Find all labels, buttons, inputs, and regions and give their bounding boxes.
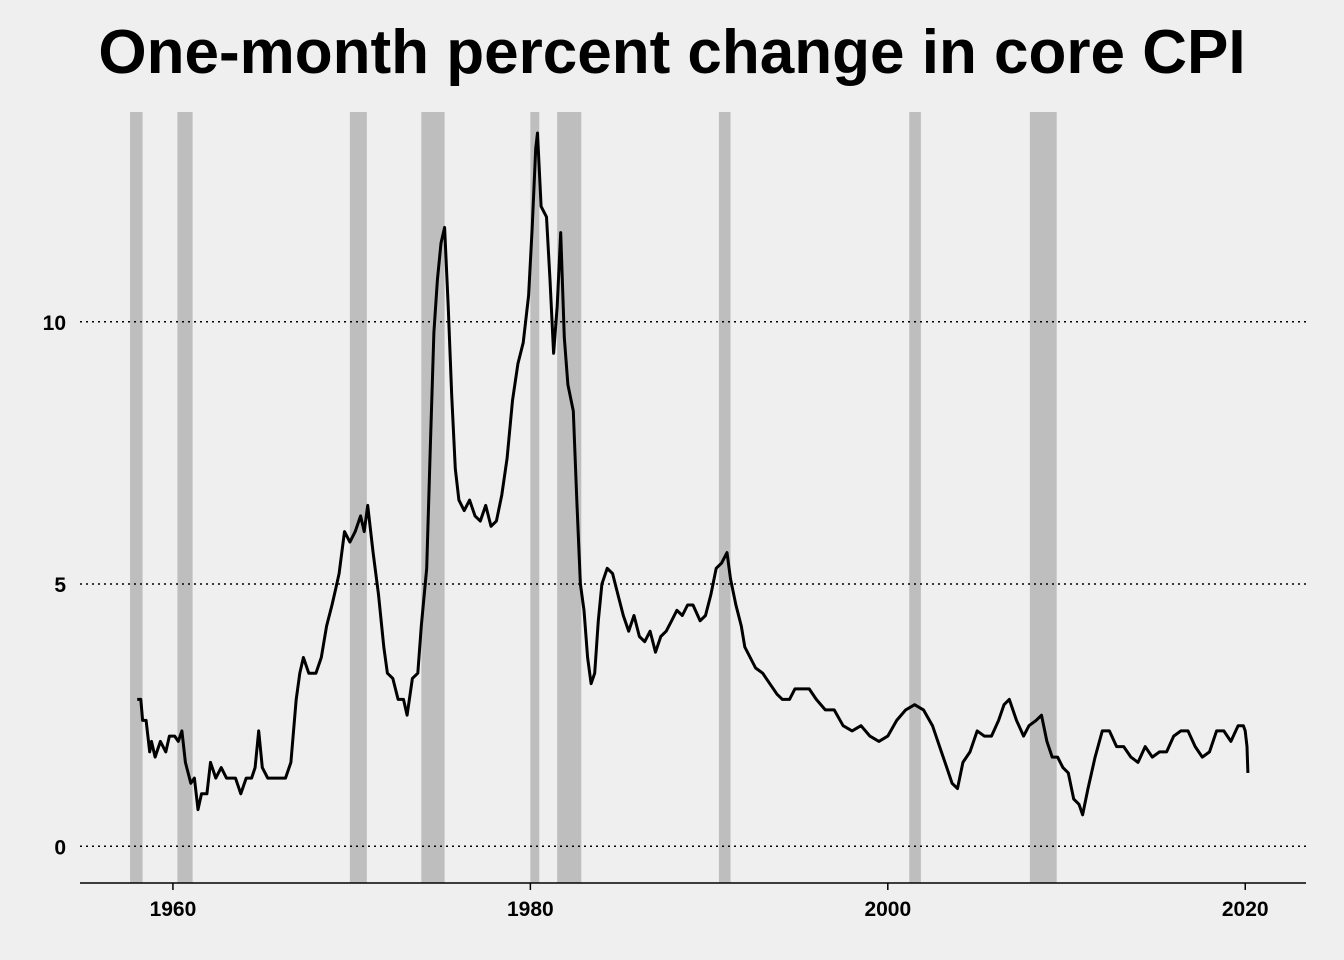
y-axis-labels: 0 5 10 — [43, 312, 67, 859]
recession-band-8 — [1029, 112, 1057, 883]
x-axis: 1960 1980 2000 2020 — [80, 882, 1306, 921]
recession-bands — [130, 112, 1057, 883]
y-gridlines — [80, 321, 1306, 848]
chart-title: One-month percent change in core CPI — [98, 18, 1246, 87]
x-tick-label: 2020 — [1222, 898, 1269, 921]
y-tick-label: 5 — [54, 574, 66, 597]
x-tick-label: 1960 — [150, 898, 197, 921]
x-tick-label: 1980 — [507, 898, 554, 921]
recession-band-0 — [130, 112, 143, 883]
recession-band-3 — [421, 112, 445, 883]
x-tick-label: 2000 — [864, 898, 911, 921]
recession-band-4 — [530, 112, 540, 883]
core-cpi-line — [137, 131, 1250, 817]
recession-band-2 — [349, 112, 367, 883]
recession-band-6 — [718, 112, 731, 883]
y-tick-label: 10 — [43, 312, 66, 335]
recession-band-7 — [909, 112, 921, 883]
y-tick-label: 0 — [54, 836, 66, 859]
recession-band-1 — [177, 112, 193, 883]
series-layer — [137, 131, 1250, 817]
